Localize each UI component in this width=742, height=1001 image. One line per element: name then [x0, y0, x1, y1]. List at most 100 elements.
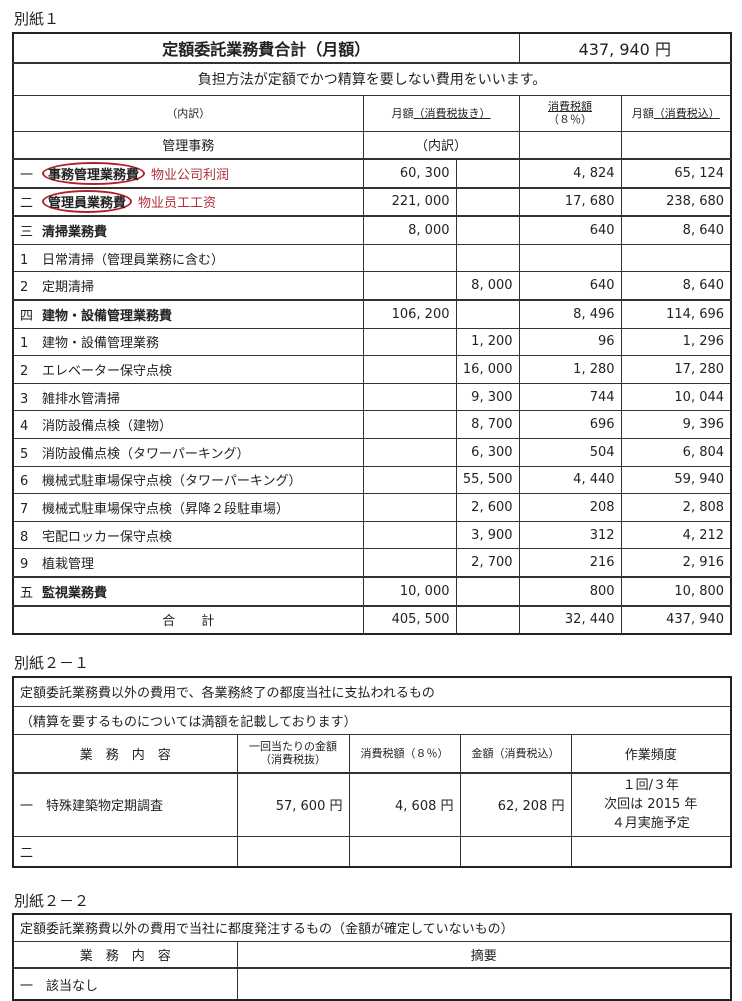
table-row: 三清掃業務費 8, 000 640 8, 640	[12, 215, 732, 245]
row-number: 1	[20, 336, 29, 352]
row-name: 建物・設備管理業務費	[42, 308, 173, 324]
header-admin: 管理事務	[12, 130, 364, 160]
row-incl: 2, 808	[620, 493, 732, 522]
row-tax: 504	[518, 437, 622, 467]
row-sub-amount	[455, 299, 520, 329]
row-name: 雑排水管清掃	[42, 391, 121, 407]
sum-incl: 437, 940	[620, 605, 732, 635]
row-main-amount	[362, 327, 457, 357]
table-row: 五監視業務費 10, 000 800 10, 800	[12, 576, 732, 606]
row-tax: 8, 496	[518, 299, 622, 329]
row-main-amount: 8, 000	[362, 215, 457, 245]
table-row: 二	[12, 835, 732, 868]
row-label: 4 消防設備点検（建物）	[12, 410, 364, 439]
row-name: 清掃業務費	[42, 224, 108, 240]
header-monthly: 月額（消費税抜き）	[362, 94, 520, 132]
sheet22-label: 別紙２－２	[14, 892, 90, 910]
row-name: 建物・設備管理業務	[42, 336, 160, 352]
row-name: 二	[12, 835, 238, 868]
row-incl: 10, 800	[620, 576, 732, 606]
row-main-amount	[362, 382, 457, 412]
row-tax: 1, 280	[518, 355, 622, 384]
row-incl: 114, 696	[620, 299, 732, 329]
row-main-amount: 10, 000	[362, 576, 457, 606]
row-number: 7	[20, 501, 29, 517]
table-row: 5 消防設備点検（タワーパーキング） 6, 300 504 6, 804	[12, 437, 732, 467]
header-admin-sub: （内訳）	[362, 130, 520, 160]
table-row: 一事務管理業務費 物业公司利润 60, 300 4, 824 65, 124	[12, 158, 732, 189]
table-row: 1 日常清掃（管理員業務に含む）	[12, 243, 732, 273]
header-tax: 消費税額（８％）	[348, 733, 461, 774]
row-sub-amount	[455, 187, 520, 217]
circled-name: 事務管理業務費	[42, 161, 146, 185]
row-main-amount: 221, 000	[362, 187, 457, 217]
row-tax: 696	[518, 410, 622, 439]
row-sub-amount: 55, 500	[455, 465, 520, 495]
row-incl	[620, 243, 732, 273]
row-label: 7 機械式駐車場保守点検（昇降２段駐車場）	[12, 493, 364, 522]
row-number: 二	[20, 196, 34, 212]
table-row: 一 該当なし	[12, 967, 732, 1001]
row-name: 一 特殊建築物定期調査	[12, 772, 238, 837]
row-number: 4	[20, 419, 29, 435]
sum-label: 合 計	[12, 605, 364, 635]
table-row: 四建物・設備管理業務費 106, 200 8, 496 114, 696	[12, 299, 732, 329]
row-label: 1 建物・設備管理業務	[12, 327, 364, 357]
row-tax: 4, 608 円	[348, 772, 461, 837]
table-row: 3 雑排水管清掃 9, 300 744 10, 044	[12, 382, 732, 412]
table-row: 9 植栽管理 2, 700 216 2, 916	[12, 548, 732, 578]
sheet21-label: 別紙２－１	[14, 654, 90, 672]
row-name: 機械式駐車場保守点検（昇降２段駐車場）	[42, 501, 290, 517]
row-incl: 2, 916	[620, 548, 732, 578]
row-sub-amount	[455, 576, 520, 606]
row-sub-amount: 1, 200	[455, 327, 520, 357]
table-row: 8 宅配ロッカー保守点検 3, 900 312 4, 212	[12, 520, 732, 550]
row-main-amount	[362, 493, 457, 522]
header-frequency: 作業頻度	[570, 733, 732, 774]
row-tax	[518, 243, 622, 273]
row-main-amount: 106, 200	[362, 299, 457, 329]
row-amount: 57, 600 円	[236, 772, 350, 837]
row-name: 宅配ロッカー保守点検	[42, 529, 173, 545]
row-label: 五監視業務費	[12, 576, 364, 606]
row-sub-amount	[455, 243, 520, 273]
sheet1-table: 定額委託業務費合計（月額） 437, 940 円 負担方法が定額でかつ精算を要しな…	[12, 32, 733, 636]
row-name: 機械式駐車場保守点検（タワーパーキング）	[42, 474, 302, 490]
row-tax: 208	[518, 493, 622, 522]
header-incl: 月額（消費税込）	[620, 94, 732, 132]
row-incl: 238, 680	[620, 187, 732, 217]
row-sub-amount	[455, 158, 520, 189]
row-incl: 65, 124	[620, 158, 732, 189]
sum-tax: 32, 440	[518, 605, 622, 635]
row-main-amount	[362, 465, 457, 495]
row-number: 9	[20, 557, 29, 573]
row-main-amount	[362, 410, 457, 439]
row-name: エレベーター保守点検	[42, 363, 173, 379]
row-main-amount	[362, 437, 457, 467]
annotation: 物业公司利润	[151, 167, 230, 183]
header-breakdown: （内訳）	[12, 94, 364, 132]
row-incl: 9, 396	[620, 410, 732, 439]
table-row: 4 消防設備点検（建物） 8, 700 696 9, 396	[12, 410, 732, 439]
row-label: 2 定期清掃	[12, 271, 364, 301]
row-incl: 8, 640	[620, 271, 732, 301]
row-label: 5 消防設備点検（タワーパーキング）	[12, 437, 364, 467]
row-label: 8 宅配ロッカー保守点検	[12, 520, 364, 550]
sum-main: 405, 500	[362, 605, 457, 635]
row-label: 三清掃業務費	[12, 215, 364, 245]
row-tax: 17, 680	[518, 187, 622, 217]
row-incl: 8, 640	[620, 215, 732, 245]
row-label: 6 機械式駐車場保守点検（タワーパーキング）	[12, 465, 364, 495]
row-sub-amount: 16, 000	[455, 355, 520, 384]
row-main-amount	[362, 355, 457, 384]
row-sub-amount: 2, 700	[455, 548, 520, 578]
row-main-amount: 60, 300	[362, 158, 457, 189]
row-name: 消防設備点検（タワーパーキング）	[42, 446, 250, 462]
row-label: 四建物・設備管理業務費	[12, 299, 364, 329]
header-task: 業 務 内 容	[12, 733, 238, 774]
row-main-amount	[362, 271, 457, 301]
table-row: 7 機械式駐車場保守点検（昇降２段駐車場） 2, 600 208 2, 808	[12, 493, 732, 522]
header-tax: 消費税額（８％）	[518, 94, 622, 132]
circled-name: 管理員業務費	[42, 190, 133, 214]
row-label: 2 エレベーター保守点検	[12, 355, 364, 384]
